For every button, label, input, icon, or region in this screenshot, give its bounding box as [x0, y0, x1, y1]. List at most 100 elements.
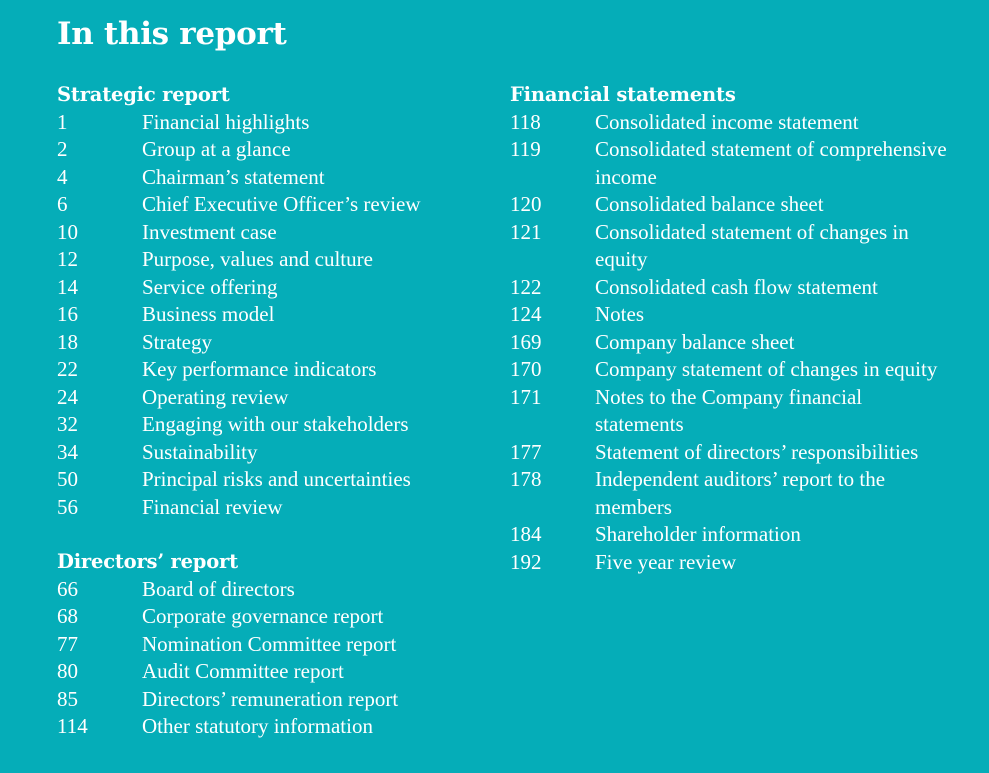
- section-heading: Directors’ report: [57, 550, 238, 573]
- page-number: 170: [510, 357, 542, 381]
- entry-title: Financial highlights: [142, 109, 310, 134]
- entry-title: Group at a glance: [142, 137, 291, 161]
- page-number: 85: [57, 686, 78, 711]
- contents-entry[interactable]: 18 Strategy: [57, 329, 477, 357]
- page-number: 16: [57, 302, 78, 326]
- contents-entry[interactable]: 66 Board of directors: [57, 576, 477, 604]
- entry-title: Chairman’s statement: [142, 164, 325, 189]
- contents-entry[interactable]: 10 Investment case: [57, 219, 477, 247]
- entry-title: Consolidated statement of comprehensive …: [595, 137, 947, 189]
- section-strategic-report: Strategic report 1 Financial highlights 2 G…: [57, 81, 477, 521]
- contents-entry[interactable]: 50 Principal risks and uncertainties: [57, 466, 477, 494]
- contents-entry[interactable]: 184 Shareholder information: [510, 521, 950, 549]
- entry-title: Sustainability: [142, 439, 258, 464]
- contents-entry[interactable]: 4 Chairman’s statement: [57, 164, 477, 192]
- contents-entry[interactable]: 122 Consolidated cash flow statement: [510, 274, 950, 302]
- page-number: 169: [510, 329, 542, 354]
- page-number: 12: [57, 247, 78, 271]
- page-number: 34: [57, 439, 78, 464]
- page-number: 184: [510, 522, 542, 546]
- page-number: 56: [57, 494, 78, 519]
- entry-title: Principal risks and uncertainties: [142, 467, 411, 491]
- page-number: 1: [57, 109, 68, 134]
- entry-title: Service offering: [142, 274, 278, 299]
- contents-entry[interactable]: 120 Consolidated balance sheet: [510, 191, 950, 219]
- page-number: 124: [510, 302, 542, 326]
- contents-entry[interactable]: 119 Consolidated statement of comprehensi…: [510, 136, 950, 191]
- contents-entry[interactable]: 124 Notes: [510, 301, 950, 329]
- contents-entry[interactable]: 118 Consolidated income statement: [510, 109, 950, 137]
- section-financial-statements: Financial statements 118 Consolidated inc…: [510, 81, 950, 576]
- contents-entry[interactable]: 177 Statement of directors’ responsibilit…: [510, 439, 950, 467]
- contents-entry[interactable]: 178 Independent auditors’ report to the m…: [510, 466, 950, 521]
- page-number: 119: [510, 137, 541, 161]
- entry-title: Audit Committee report: [142, 659, 344, 683]
- contents-list: 118 Consolidated income statement 119 Conso…: [510, 109, 950, 577]
- page-number: 80: [57, 659, 78, 683]
- page-number: 24: [57, 384, 78, 409]
- contents-entry[interactable]: 121 Consolidated statement of changes in …: [510, 219, 950, 274]
- page-number: 68: [57, 604, 78, 628]
- entry-title: Investment case: [142, 219, 277, 244]
- left-column: Strategic report 1 Financial highlights 2 G…: [57, 81, 477, 741]
- contents-entry[interactable]: 34 Sustainability: [57, 439, 477, 467]
- page-number: 177: [510, 439, 542, 464]
- contents-list: 1 Financial highlights 2 Group at a glance 4…: [57, 109, 477, 522]
- contents-entry[interactable]: 14 Service offering: [57, 274, 477, 302]
- section-heading: Financial statements: [510, 83, 736, 106]
- contents-entry[interactable]: 192 Five year review: [510, 549, 950, 577]
- contents-entry[interactable]: 16 Business model: [57, 301, 477, 329]
- entry-title: Operating review: [142, 384, 289, 409]
- page-number: 121: [510, 219, 542, 244]
- page-number: 171: [510, 384, 542, 409]
- contents-entry[interactable]: 170 Company statement of changes in equit…: [510, 356, 950, 384]
- entry-title: Statement of directors’ responsibilities: [595, 439, 919, 464]
- contents-entry[interactable]: 114 Other statutory information: [57, 713, 477, 741]
- contents-entry[interactable]: 169 Company balance sheet: [510, 329, 950, 357]
- page-number: 50: [57, 467, 78, 491]
- page-number: 66: [57, 576, 78, 601]
- entry-title: Key performance indicators: [142, 357, 377, 381]
- contents-entry[interactable]: 77 Nomination Committee report: [57, 631, 477, 659]
- page-number: 178: [510, 467, 542, 491]
- page-number: 77: [57, 631, 78, 656]
- contents-list: 66 Board of directors 68 Corporate governan…: [57, 576, 477, 741]
- contents-entry[interactable]: 56 Financial review: [57, 494, 477, 522]
- contents-entry[interactable]: 2 Group at a glance: [57, 136, 477, 164]
- entry-title: Notes to the Company financial statement…: [595, 384, 863, 437]
- entry-title: Notes: [595, 302, 644, 326]
- contents-entry[interactable]: 6 Chief Executive Officer’s review: [57, 191, 477, 219]
- entry-title: Directors’ remuneration report: [142, 686, 399, 711]
- contents-entry[interactable]: 12 Purpose, values and culture: [57, 246, 477, 274]
- entry-title: Company statement of changes in equity: [595, 357, 938, 381]
- contents-entry[interactable]: 24 Operating review: [57, 384, 477, 412]
- entry-title: Other statutory information: [142, 714, 373, 738]
- contents-entry[interactable]: 32 Engaging with our stakeholders: [57, 411, 477, 439]
- right-column: Financial statements 118 Consolidated inc…: [510, 81, 950, 576]
- entry-title: Shareholder information: [595, 522, 801, 546]
- page-number: 10: [57, 219, 78, 244]
- page-number: 22: [57, 357, 78, 381]
- contents-entry[interactable]: 80 Audit Committee report: [57, 658, 477, 686]
- contents-entry[interactable]: 1 Financial highlights: [57, 109, 477, 137]
- entry-title: Corporate governance report: [142, 604, 384, 628]
- entry-title: Consolidated income statement: [595, 109, 859, 134]
- entry-title: Consolidated cash flow statement: [595, 274, 878, 299]
- entry-title: Nomination Committee report: [142, 631, 397, 656]
- contents-entry[interactable]: 22 Key performance indicators: [57, 356, 477, 384]
- contents-entry[interactable]: 171 Notes to the Company financial statem…: [510, 384, 950, 439]
- entry-title: Consolidated balance sheet: [595, 192, 824, 216]
- entry-title: Financial review: [142, 494, 283, 519]
- contents-entry[interactable]: 85 Directors’ remuneration report: [57, 686, 477, 714]
- page-number: 192: [510, 549, 542, 574]
- entry-title: Board of directors: [142, 576, 295, 601]
- contents-entry[interactable]: 68 Corporate governance report: [57, 603, 477, 631]
- section-directors-report: Directors’ report 66 Board of directors 68…: [57, 548, 477, 741]
- page-title: In this report: [57, 16, 287, 52]
- section-heading: Strategic report: [57, 83, 230, 106]
- entry-title: Business model: [142, 302, 275, 326]
- entry-title: Engaging with our stakeholders: [142, 412, 409, 436]
- page-number: 114: [57, 714, 88, 738]
- page-number: 6: [57, 192, 68, 216]
